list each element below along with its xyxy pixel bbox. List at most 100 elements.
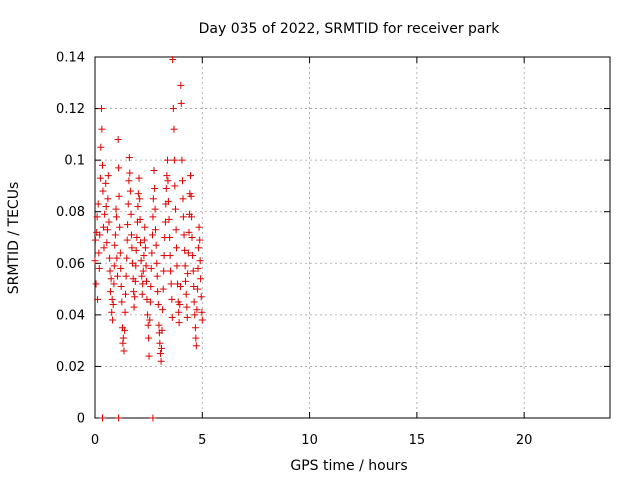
data-point — [141, 244, 149, 252]
data-point — [115, 164, 123, 172]
data-point — [144, 321, 152, 329]
data-point — [116, 249, 124, 257]
data-point — [153, 259, 161, 267]
data-point — [114, 136, 122, 144]
data-point — [132, 246, 140, 254]
data-point — [137, 257, 145, 265]
data-point — [134, 190, 142, 198]
data-point — [127, 231, 135, 239]
data-point — [170, 125, 178, 133]
data-point — [121, 290, 129, 298]
data-point — [98, 125, 106, 133]
data-point — [155, 321, 163, 329]
data-point — [140, 252, 148, 260]
data-point — [104, 172, 112, 180]
data-point — [152, 226, 160, 234]
data-point — [194, 264, 202, 272]
data-point — [116, 223, 124, 231]
data-point — [182, 290, 190, 298]
data-point — [106, 267, 114, 275]
data-point — [189, 252, 197, 260]
data-point — [130, 303, 138, 311]
data-point — [110, 280, 118, 288]
data-point — [168, 313, 176, 321]
data-point — [181, 262, 189, 270]
data-point — [177, 99, 185, 107]
data-point — [184, 249, 192, 257]
scatter-points — [91, 56, 206, 422]
data-point — [179, 213, 187, 221]
data-point — [124, 200, 132, 208]
data-point — [156, 350, 164, 358]
data-point — [154, 301, 162, 309]
data-point — [111, 241, 119, 249]
data-point — [126, 169, 134, 177]
data-point — [175, 308, 183, 316]
data-point — [91, 236, 99, 244]
x-tick-label: 20 — [516, 433, 533, 448]
data-point — [120, 347, 128, 355]
data-point — [119, 334, 127, 342]
data-point — [115, 414, 123, 422]
data-point — [96, 174, 104, 182]
data-point — [131, 277, 139, 285]
data-point — [95, 264, 103, 272]
data-point — [181, 246, 189, 254]
data-point — [127, 210, 135, 218]
data-point — [153, 272, 161, 280]
data-point — [160, 252, 168, 260]
data-point — [108, 295, 116, 303]
data-point — [138, 290, 146, 298]
data-point — [195, 223, 203, 231]
data-point — [125, 154, 133, 162]
data-point — [143, 277, 150, 285]
data-point — [151, 185, 159, 193]
data-point — [126, 187, 134, 195]
data-point — [106, 254, 114, 262]
data-point — [166, 234, 174, 241]
data-point — [136, 215, 144, 223]
data-point — [125, 177, 133, 185]
data-point — [107, 275, 115, 283]
data-point — [99, 161, 107, 169]
data-point — [110, 262, 118, 270]
data-point — [106, 288, 114, 296]
data-point — [102, 203, 110, 211]
data-point — [117, 264, 125, 272]
y-tick-label: 0.04 — [56, 308, 85, 323]
data-point — [91, 257, 99, 265]
data-point — [99, 414, 107, 422]
data-point — [141, 223, 149, 231]
data-point — [100, 223, 108, 231]
data-point — [93, 213, 101, 221]
data-point — [177, 81, 185, 89]
x-axis-label: GPS time / hours — [290, 458, 407, 474]
data-point — [140, 236, 148, 244]
y-tick-label: 0.06 — [56, 257, 85, 272]
data-point — [115, 192, 123, 200]
data-point — [97, 105, 105, 113]
data-point — [176, 301, 184, 309]
data-point — [139, 267, 147, 275]
data-point — [156, 339, 164, 347]
data-point — [99, 187, 107, 195]
data-point — [165, 215, 173, 223]
data-point — [92, 280, 100, 288]
data-point — [161, 218, 169, 226]
data-point — [163, 172, 171, 180]
data-point — [157, 357, 165, 365]
data-point — [159, 285, 167, 293]
data-point — [138, 272, 146, 280]
data-point — [135, 174, 143, 182]
data-point — [123, 254, 131, 262]
data-point — [121, 308, 129, 316]
data-point — [94, 200, 102, 208]
data-point — [145, 352, 153, 360]
data-point — [109, 301, 117, 309]
data-point — [175, 319, 183, 327]
data-point — [166, 252, 174, 260]
data-point — [147, 264, 155, 272]
data-point — [167, 280, 175, 288]
data-point — [179, 195, 187, 203]
data-point — [168, 295, 176, 303]
